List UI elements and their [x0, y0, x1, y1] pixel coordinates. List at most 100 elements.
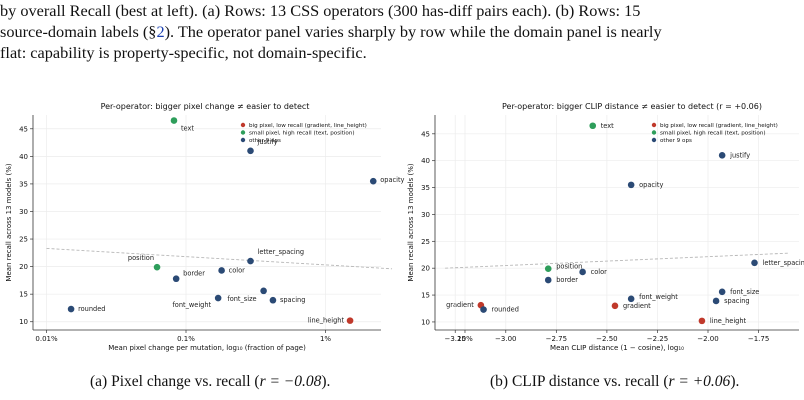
point-label-font-size: font_size: [227, 295, 256, 303]
x-tick-label: 0.1%: [177, 335, 195, 343]
intro-line-3: flat: capability is property-specific, n…: [0, 43, 367, 62]
figure-panel-a: Per-operator: bigger pixel change ≠ easi…: [0, 100, 485, 365]
caption-b-math: r = +0.06: [668, 373, 731, 390]
point-letter-spacing: [751, 259, 758, 267]
point-justify: [247, 147, 254, 155]
x-tick-label: −3.25: [444, 335, 465, 343]
point-line-height: [346, 317, 354, 324]
point-label-letter-spacing: letter_spacing: [258, 248, 305, 256]
point-label-gradient: gradient: [623, 302, 651, 310]
chart-title: Per-operator: bigger CLIP distance ≠ eas…: [502, 102, 762, 111]
legend-label-green: small pixel, high recall (text, position…: [249, 131, 355, 137]
legend-label-green: small pixel, high recall (text, position…: [660, 131, 766, 137]
point-label-letter-spacing: letter_spacing: [763, 259, 804, 267]
chart-title: Per-operator: bigger pixel change ≠ easi…: [101, 102, 310, 111]
point-letter-spacing: [247, 257, 254, 265]
point-label-justify: justify: [729, 151, 750, 159]
legend-label-red: big pixel, low recall (gradient, line_he…: [660, 123, 778, 129]
point-border: [544, 276, 552, 284]
point-label-spacing: spacing: [724, 297, 749, 305]
figure-panel-b: Per-operator: bigger CLIP distance ≠ eas…: [402, 100, 804, 365]
point-rounded: [480, 306, 487, 313]
point-spacing: [712, 297, 720, 305]
x-tick-label: 1%: [320, 335, 331, 343]
x-tick-label: 10%: [457, 335, 473, 343]
point-gradient: [611, 302, 619, 310]
point-font-size: [718, 288, 726, 296]
x-tick-label: −2.50: [596, 335, 617, 343]
section-ref-link[interactable]: 2: [156, 22, 165, 41]
point-position: [544, 265, 552, 273]
point-label-border: border: [183, 270, 205, 278]
point-label-border: border: [556, 276, 578, 284]
x-tick-label: −3.00: [495, 335, 516, 343]
x-tick-label: −2.75: [546, 335, 567, 343]
point-label-text: text: [601, 122, 614, 130]
y-tick-label: 30: [19, 208, 28, 216]
legend-label-blue: other 9 ops: [249, 138, 281, 144]
point-opacity: [627, 181, 635, 189]
point-color: [218, 267, 225, 274]
legend-marker-green: [240, 130, 246, 135]
trend-line: [445, 252, 789, 269]
intro-line-2-pre: source-domain labels (§: [0, 22, 157, 41]
point-label-text: text: [181, 125, 194, 133]
y-axis-label: Mean recall across 13 models (%): [5, 163, 13, 281]
x-axis-label: Mean pixel change per mutation, log₁₀ (f…: [108, 344, 306, 352]
y-axis-label: Mean recall across 13 models (%): [407, 163, 415, 281]
y-tick-label: 10: [421, 318, 430, 326]
caption-a-prefix: (a) Pixel change vs. recall (: [90, 373, 260, 390]
y-tick-label: 25: [421, 238, 430, 246]
y-tick-label: 20: [421, 265, 430, 273]
point-label-font-weight: font_weight: [639, 293, 678, 301]
intro-line-1: by overall Recall (best at left). (a) Ro…: [0, 1, 641, 20]
x-axis-label: Mean CLIP distance (1 − cosine), log₁₀: [550, 344, 684, 352]
point-font-weight: [214, 294, 222, 302]
y-tick-label: 20: [19, 263, 28, 271]
caption-a-math: r = −0.08: [259, 373, 322, 390]
x-tick-label: −2.00: [697, 335, 718, 343]
point-position: [153, 263, 161, 271]
y-tick-label: 35: [421, 184, 430, 192]
caption-b-prefix: (b) CLIP distance vs. recall (: [490, 373, 669, 390]
point-spacing: [269, 296, 277, 304]
point-justify: [718, 152, 726, 159]
point-label-spacing: spacing: [280, 296, 305, 304]
point-label-justify: justify: [257, 138, 278, 146]
trend-line: [46, 247, 393, 270]
point-color: [579, 268, 586, 276]
legend-marker-green: [651, 130, 657, 135]
point-font-size: [260, 287, 267, 295]
y-tick-label: 40: [421, 157, 430, 165]
point-label-color: color: [591, 268, 608, 276]
point-label-font-weight: font_weight: [172, 301, 211, 309]
point-label-opacity: opacity: [380, 176, 404, 184]
legend-label-red: big pixel, low recall (gradient, line_he…: [249, 123, 367, 129]
y-tick-label: 35: [19, 180, 28, 188]
point-label-color: color: [229, 266, 246, 274]
y-tick-label: 45: [19, 125, 28, 133]
point-font-weight: [627, 295, 635, 303]
y-tick-label: 45: [421, 130, 430, 138]
caption-a-suffix: ).: [321, 373, 331, 390]
point-label-line-height: line_height: [710, 317, 747, 325]
intro-line-2-post: ). The operator panel varies sharply by …: [164, 22, 662, 41]
y-tick-label: 10: [19, 318, 28, 326]
point-label-font-size: font_size: [730, 288, 759, 296]
caption-b: (b) CLIP distance vs. recall (r = +0.06)…: [490, 373, 739, 391]
point-label-gradient: gradient: [446, 301, 474, 309]
legend-marker-red: [651, 122, 657, 128]
y-tick-label: 15: [19, 291, 28, 299]
x-tick-label: 0.01%: [35, 335, 58, 343]
legend-marker-blue: [240, 137, 246, 143]
y-tick-label: 40: [19, 153, 28, 161]
legend-marker-blue: [651, 137, 657, 143]
intro-line-2: source-domain labels (§2). The operator …: [0, 21, 804, 42]
point-border: [172, 275, 180, 283]
x-tick-label: −2.25: [647, 335, 668, 343]
point-label-rounded: rounded: [78, 305, 105, 313]
point-line-height: [698, 317, 706, 325]
y-tick-label: 30: [421, 211, 430, 219]
point-label-line-height: line_height: [308, 317, 345, 325]
point-label-position: position: [556, 263, 582, 271]
